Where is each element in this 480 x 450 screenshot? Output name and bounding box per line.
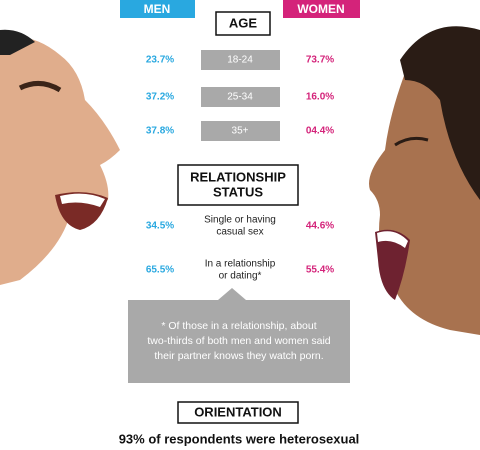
note-line: * Of those in a relationship, about [161,320,316,332]
man-face [0,29,120,286]
age-title-box [215,11,271,36]
woman-face [369,26,480,335]
status-label: In a relationship [205,259,276,270]
age-label-box [201,50,280,70]
women-value: 04.4% [306,126,334,137]
orientation-title: ORIENTATION [194,404,282,419]
women-value: 44.6% [306,221,334,232]
age-label-box [201,87,280,107]
women-value: 55.4% [306,265,334,276]
age-label-box [201,121,280,141]
relationship-title: RELATIONSHIP [190,169,286,184]
orientation-title-box [177,401,299,424]
men-value: 34.5% [146,221,174,232]
age-label: 35+ [232,126,249,137]
men-header-box [120,0,195,18]
age-label: 18-24 [227,55,253,66]
relationship-title: STATUS [213,184,263,199]
age-title: AGE [229,15,258,30]
status-label: casual sex [216,227,263,238]
men-header: MEN [144,2,171,16]
note-line: their partner knows they watch porn. [154,350,323,362]
men-value: 37.2% [146,92,174,103]
relationship-title-box [177,164,299,206]
women-header: WOMEN [297,2,344,16]
women-value: 73.7% [306,55,334,66]
age-label: 25-34 [227,92,253,103]
men-value: 23.7% [146,55,174,66]
status-label: or dating* [219,271,262,282]
men-value: 65.5% [146,265,174,276]
men-value: 37.8% [146,126,174,137]
women-value: 16.0% [306,92,334,103]
status-label: Single or having [204,215,276,226]
women-header-box [283,0,360,18]
note-box [128,288,350,383]
orientation-text: 93% of respondents were heterosexual [119,431,360,446]
note-line: two-thirds of both men and women said [147,335,330,347]
